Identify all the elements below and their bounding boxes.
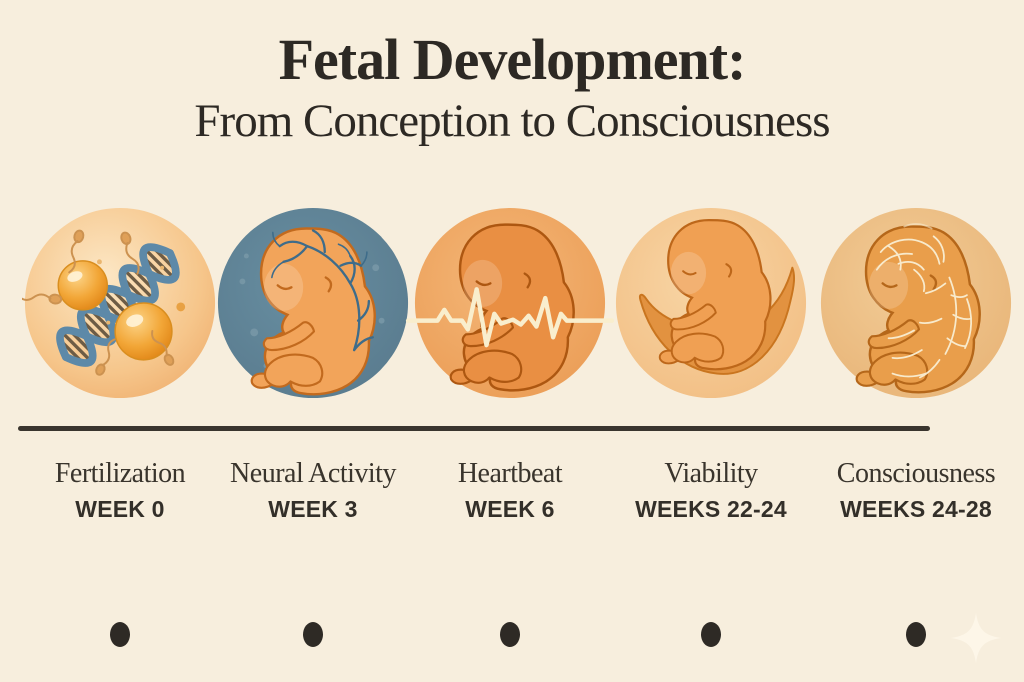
four-pointed-star-icon bbox=[951, 613, 1001, 663]
stage-week: WEEK 0 bbox=[75, 496, 165, 522]
timeline-dot bbox=[110, 622, 130, 647]
stage-week: WEEKS 22-24 bbox=[635, 496, 787, 522]
stage-heartbeat: Heartbeat WEEK 6 bbox=[400, 205, 620, 647]
stage-week: WEEK 6 bbox=[465, 496, 555, 522]
fetus-ekg-icon bbox=[405, 205, 615, 401]
timeline-line bbox=[18, 426, 930, 431]
stage-fertilization: Fertilization WEEK 0 bbox=[10, 205, 230, 647]
stage-viability: Viability WEEKS 22-24 bbox=[601, 205, 821, 647]
fetus-neural-network-icon bbox=[818, 205, 1014, 401]
timeline-dot bbox=[500, 622, 520, 647]
stage-consciousness: Consciousness WEEKS 24-28 bbox=[806, 205, 1024, 647]
stage-neural-activity: Neural Activity WEEK 3 bbox=[203, 205, 423, 647]
stage-name: Neural Activity bbox=[230, 458, 396, 489]
stage-week: WEEK 3 bbox=[268, 496, 358, 522]
stage-name: Heartbeat bbox=[457, 458, 563, 489]
page-subtitle: From Conception to Consciousness bbox=[194, 94, 830, 147]
header: Fetal Development: From Conception to Co… bbox=[0, 27, 1024, 147]
stage-name: Consciousness bbox=[836, 458, 996, 489]
fetus-crescent-icon bbox=[613, 205, 809, 401]
stage-name: Fertilization bbox=[54, 458, 186, 489]
stage-week: WEEKS 24-28 bbox=[840, 496, 992, 522]
page-title: Fetal Development: bbox=[278, 27, 747, 92]
timeline-dot bbox=[701, 622, 721, 647]
timeline-dot bbox=[906, 622, 926, 647]
timeline-dot bbox=[303, 622, 323, 647]
stage-name: Viability bbox=[664, 458, 758, 489]
egg-sperm-dna-icon bbox=[22, 205, 218, 401]
embryo-neural-tree-icon bbox=[215, 205, 411, 401]
